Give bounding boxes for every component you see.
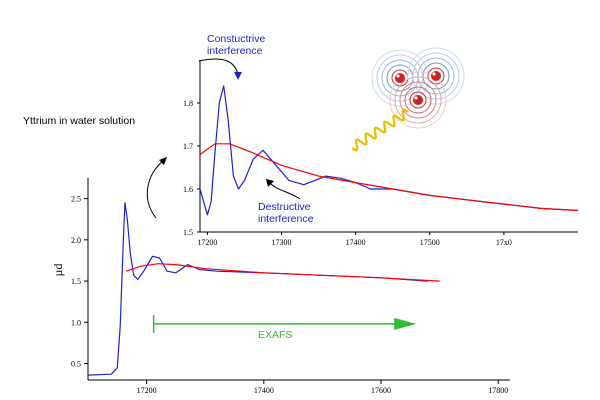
exafs-arrow [152,314,417,333]
inset-x-tick-label: 17400 [346,238,366,247]
destructive-arrow [269,182,301,200]
main-y-tick-label: 1.5 [71,277,81,286]
main-y-ticks: 0.5 1.0 1.5 2.0 2.5 [71,195,88,369]
main-series-group [87,202,440,376]
constructive-label-line1: Constuctrive [207,33,266,45]
main-x-tick-label: 17800 [488,386,508,395]
destructive-label-line2: interference [258,213,314,225]
main-chart: Yttrium in water solution µd 0.5 1.0 1.5 2.… [23,115,510,395]
main-y-tick-label: 2.0 [71,236,81,245]
main-y-tick-label: 1.0 [71,318,81,327]
main-x-tick-label: 17200 [137,386,157,395]
inset-series-group [199,85,579,216]
inset-series-measured-line [199,85,579,216]
inset-series-fit-line [199,143,579,212]
main-x-tick-label: 17400 [254,386,274,395]
inset-x-tick-label: 17300 [272,238,292,247]
constructive-label-line2: interference [207,45,263,57]
inset-y-tick-label: 1.7 [183,142,193,151]
zoom-link-arrowhead [159,157,167,165]
inset-x-tick-label: 17200 [197,238,217,247]
main-y-tick-label: 0.5 [71,360,81,369]
atom-center [413,95,423,105]
zoom-link-arrow [146,159,165,219]
main-x-ticks: 17200 17400 17600 17800 [137,380,508,395]
atom-right [431,71,441,81]
destructive-arrowhead [266,179,274,187]
main-series-fit-line [125,263,440,282]
inset-y-tick-label: 1.5 [183,228,193,237]
y-axis-label: µd [51,264,65,277]
constructive-arrowhead [234,72,242,80]
inset-y-ticks: 1.5 1.6 1.7 1.8 [183,99,200,237]
wave-rings-center [389,71,447,129]
main-y-tick-label: 2.5 [71,195,81,204]
exafs-arrowhead [394,317,417,330]
main-x-tick-label: 17600 [371,386,391,395]
inset-x-tick-label: 17x0 [496,238,512,247]
inset-x-tick-label: 17500 [420,238,440,247]
inset-x-ticks: 17200 17300 17400 17500 17x0 [197,232,512,247]
exafs-label: EXAFS [258,329,292,341]
photon-wave [351,108,409,152]
constructive-arrow [198,58,239,75]
atom-illustration [351,47,465,152]
inset-y-tick-label: 1.6 [183,185,193,194]
inset-chart: 1.5 1.6 1.7 1.8 17200 17300 17400 17500 17x0 Co… [183,33,579,247]
atom-left [395,73,405,83]
main-series-measured-line [87,202,428,376]
inset-y-tick-label: 1.8 [183,99,193,108]
chart-title: Yttrium in water solution [23,115,135,127]
destructive-label-line1: Destructive [258,201,311,213]
